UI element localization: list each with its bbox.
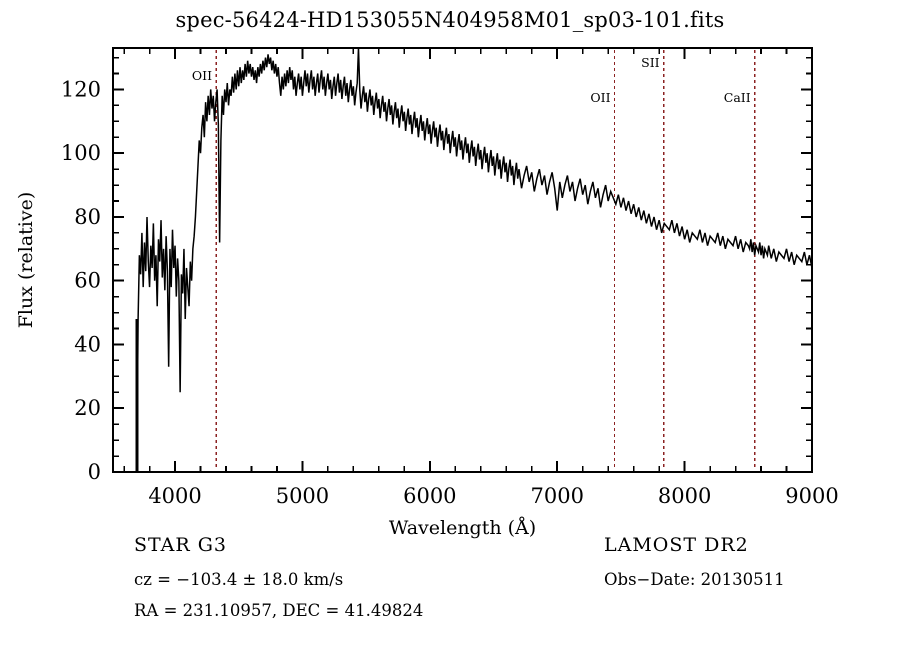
survey-label: LAMOST DR2	[604, 534, 749, 556]
y-tick-label: 40	[74, 332, 101, 356]
y-tick-label: 100	[61, 141, 101, 165]
y-tick-label: 0	[88, 460, 101, 484]
y-tick-label: 20	[74, 396, 101, 420]
x-axis-title: Wavelength (Å)	[389, 517, 536, 539]
coordinates-label: RA = 231.10957, DEC = 41.49824	[134, 601, 424, 620]
star-type-label: STAR G3	[134, 534, 227, 556]
radial-velocity-label: cz = −103.4 ± 18.0 km/s	[134, 570, 344, 589]
x-tick-label: 6000	[403, 484, 456, 508]
spectral-line-label: OII	[590, 90, 610, 105]
y-axis-title: Flux (relative)	[15, 192, 37, 329]
x-tick-label: 5000	[276, 484, 329, 508]
x-tick-label: 8000	[658, 484, 711, 508]
spectral-line-label: OII	[192, 68, 212, 83]
spectral-line-label: SII	[641, 55, 660, 70]
plot-frame	[111, 46, 814, 474]
spectral-line-label: CaII	[724, 90, 751, 105]
y-tick-label: 120	[61, 77, 101, 101]
spectrum-trace	[136, 47, 813, 473]
x-tick-label: 9000	[785, 484, 838, 508]
plot-title: spec-56424-HD153055N404958M01_sp03-101.f…	[175, 8, 725, 32]
y-tick-label: 60	[74, 269, 101, 293]
x-tick-label: 7000	[530, 484, 583, 508]
y-tick-label: 80	[74, 205, 101, 229]
x-tick-label: 4000	[148, 484, 201, 508]
obs-date-label: Obs−Date: 20130511	[604, 570, 785, 589]
